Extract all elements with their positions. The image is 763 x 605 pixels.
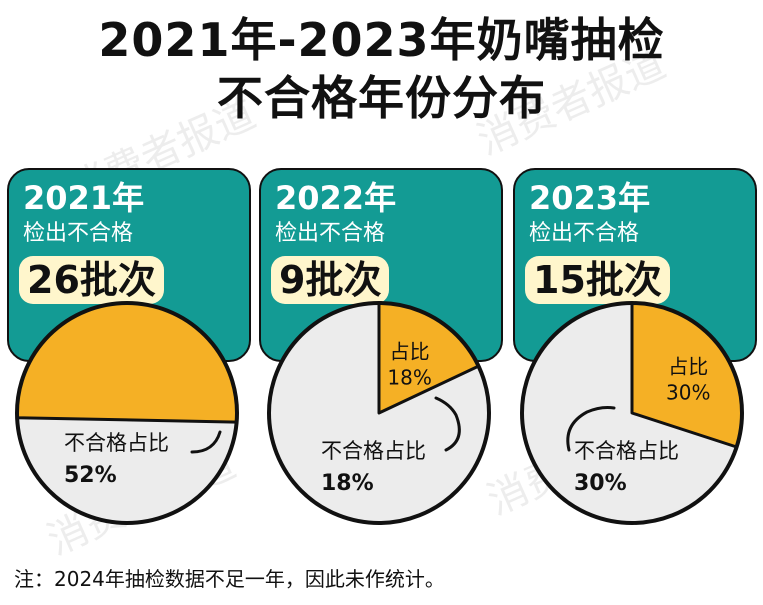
panel-subtitle: 检出不合格 <box>529 221 640 246</box>
year-label: 2023年 <box>529 179 651 217</box>
page-title: 2021年-2023年奶嘴抽检 <box>98 13 665 67</box>
pie-outline <box>15 301 239 525</box>
year-label: 2022年 <box>275 179 397 217</box>
slice-label: 占比 <box>668 354 708 378</box>
slice-value: 30% <box>666 380 710 404</box>
slice-label: 占比 <box>390 340 430 364</box>
pie-outline <box>267 301 491 525</box>
panel-subtitle: 检出不合格 <box>23 221 134 246</box>
rest-label: 不合格占比 <box>321 439 426 463</box>
pie-chart-2023: 占比 30% 不合格占比 30% <box>519 300 745 526</box>
rest-value: 52% <box>64 463 117 488</box>
pie-outline <box>520 301 744 525</box>
leader-line <box>190 430 222 454</box>
year-label: 2021年 <box>23 179 145 217</box>
batch-count: 15批次 <box>525 256 670 304</box>
rest-value: 18% <box>321 471 374 496</box>
page-subtitle: 不合格年份分布 <box>217 71 546 125</box>
rest-label: 不合格占比 <box>574 439 679 463</box>
leader-line <box>434 396 461 452</box>
batch-count: 9批次 <box>271 256 390 304</box>
year-panel-2021: 2021年 检出不合格 26批次 <box>7 168 251 362</box>
batch-count: 26批次 <box>19 256 164 304</box>
pie-slice <box>15 301 239 424</box>
year-panel-2023: 2023年 检出不合格 15批次 <box>513 168 757 362</box>
pie-chart-2022: 占比 18% 不合格占比 18% <box>266 300 492 526</box>
footnote: 注：2024年抽检数据不足一年，因此未作统计。 <box>14 567 445 591</box>
rest-label: 不合格占比 <box>64 431 169 455</box>
panel-subtitle: 检出不合格 <box>275 221 386 246</box>
leader-line <box>566 406 616 452</box>
pie-svg-2021: 不合格占比 52% <box>15 301 239 525</box>
rest-value: 30% <box>574 471 627 496</box>
pie-chart-2021: 不合格占比 52% <box>14 300 240 526</box>
slice-value: 18% <box>387 366 431 390</box>
